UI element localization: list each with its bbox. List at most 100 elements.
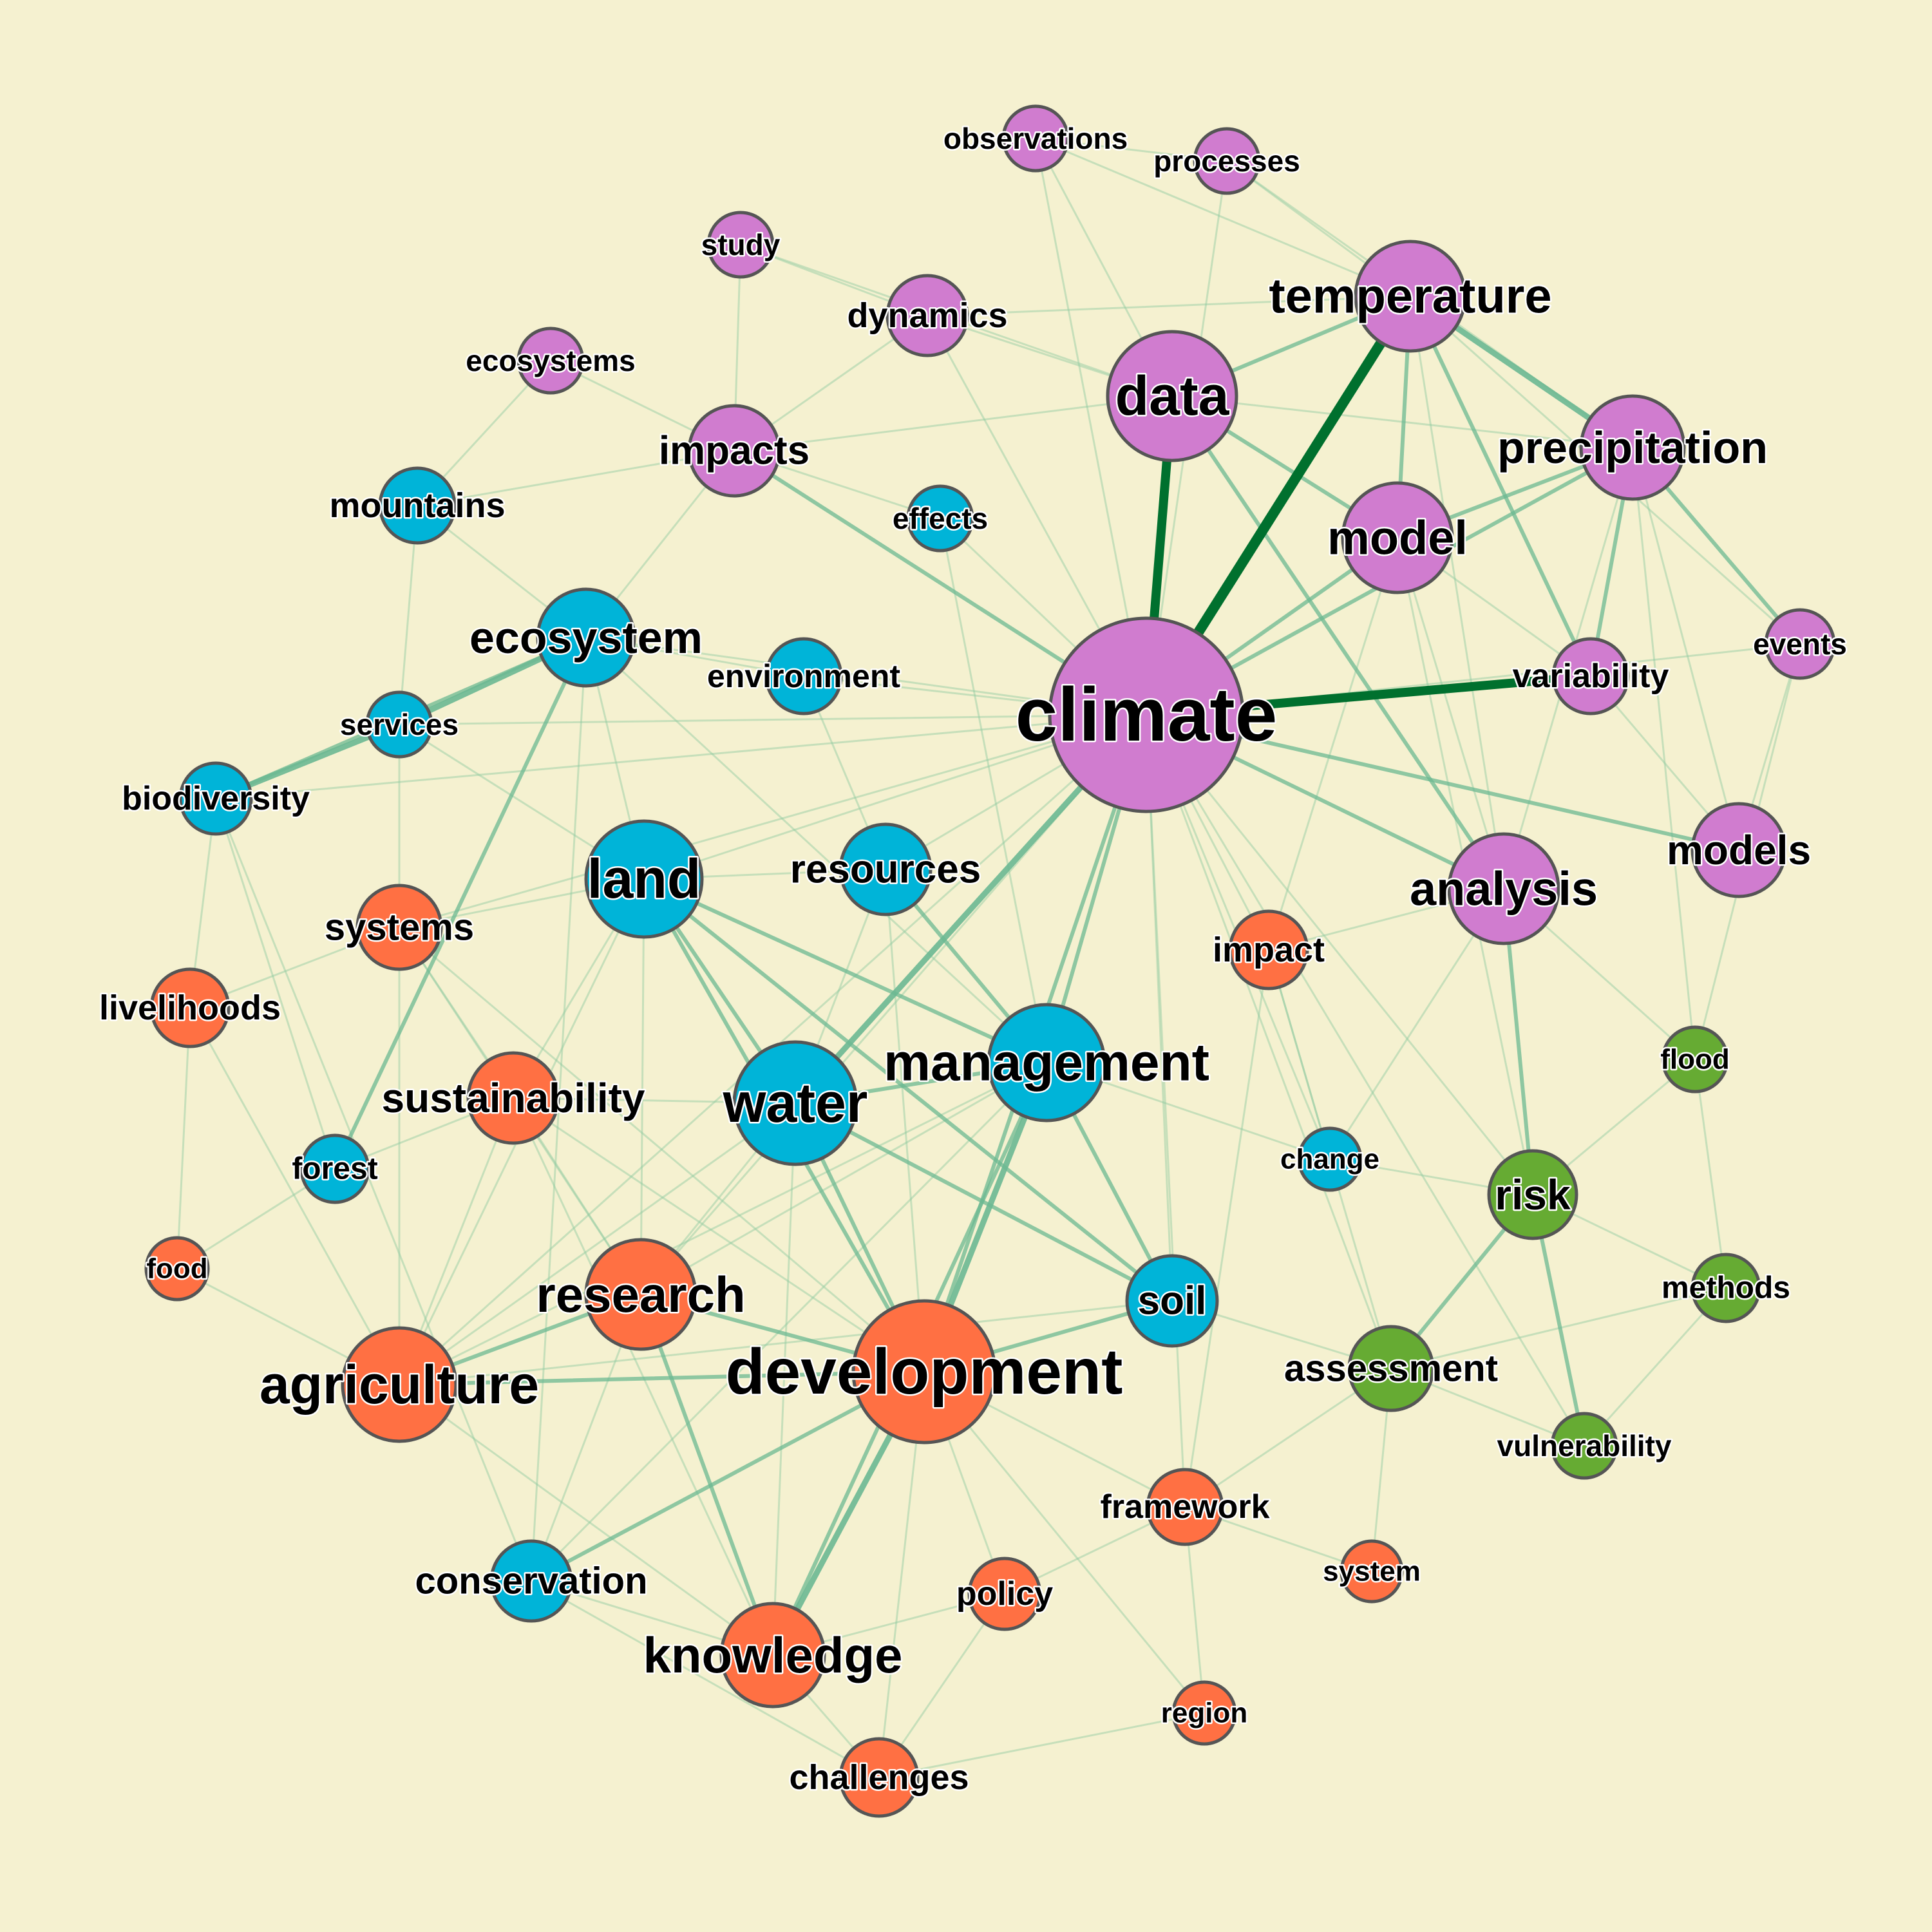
node-biodiversity[interactable] [178, 761, 253, 836]
node-climate[interactable] [1048, 616, 1245, 813]
node-knowledge[interactable] [719, 1602, 826, 1709]
node-models[interactable] [1690, 802, 1787, 898]
node-soil[interactable] [1125, 1254, 1219, 1348]
node-ecosystems[interactable] [516, 327, 585, 395]
node-label-sustainability: sustainability [382, 1075, 645, 1121]
node-mountains[interactable] [378, 466, 457, 545]
node-label-research: research [536, 1266, 745, 1323]
node-livelihoods[interactable] [149, 967, 231, 1048]
node-label-observations: observations [943, 122, 1128, 155]
node-label-impact: impact [1213, 931, 1325, 969]
node-label-conservation: conservation [415, 1560, 648, 1602]
node-sustainability[interactable] [466, 1051, 560, 1145]
node-label-agriculture: agriculture [260, 1354, 539, 1415]
edge-climate-biodiversity [214, 714, 1148, 800]
node-label-soil: soil [1138, 1279, 1207, 1323]
node-framework[interactable] [1146, 1468, 1224, 1546]
node-label-temperature: temperature [1269, 269, 1551, 324]
node-ecosystem[interactable] [536, 587, 636, 688]
node-events[interactable] [1764, 608, 1836, 680]
node-label-framework: framework [1101, 1488, 1270, 1526]
node-label-management: management [884, 1034, 1209, 1092]
node-label-region: region [1161, 1698, 1247, 1729]
node-impacts[interactable] [687, 404, 781, 498]
node-label-impacts: impacts [659, 429, 810, 473]
node-observations[interactable] [1001, 104, 1070, 173]
node-processes[interactable] [1193, 127, 1261, 195]
edge-temperature-analysis [1409, 295, 1505, 890]
node-temperature[interactable] [1354, 240, 1467, 353]
edge-climate-assessment [1145, 714, 1392, 1370]
edge-agriculture-knowledge [398, 1383, 774, 1656]
node-services[interactable] [365, 690, 433, 759]
node-label-challenges: challenges [789, 1758, 969, 1797]
node-label-resources: resources [790, 848, 981, 892]
node-label-forest: forest [292, 1152, 377, 1186]
node-label-analysis: analysis [1410, 862, 1598, 916]
edge-temperature-variability [1408, 294, 1593, 678]
nodes-layer [144, 104, 1836, 1818]
node-environment[interactable] [764, 637, 843, 715]
node-challenges[interactable] [838, 1737, 920, 1818]
edge-precipitation-models [1631, 446, 1740, 851]
node-effects[interactable] [906, 484, 974, 553]
node-dynamics[interactable] [886, 274, 969, 357]
node-change[interactable] [1297, 1126, 1363, 1192]
node-study[interactable] [706, 211, 775, 279]
node-model[interactable] [1341, 481, 1454, 594]
edge-biodiversity-forest [214, 797, 336, 1170]
node-agriculture[interactable] [341, 1326, 458, 1443]
node-label-ecosystem: ecosystem [469, 612, 703, 663]
edge-land-soil [642, 877, 1174, 1303]
node-vulnerability[interactable] [1550, 1412, 1618, 1480]
edge-climate-systems [398, 714, 1148, 929]
node-label-risk: risk [1495, 1171, 1571, 1218]
edge-development-sustainability [512, 1097, 925, 1373]
edge-data-impacts [733, 395, 1173, 452]
node-variability[interactable] [1551, 637, 1630, 715]
node-assessment[interactable] [1347, 1325, 1435, 1412]
node-label-climate: climate [1016, 672, 1278, 757]
edge-mountains-impacts [416, 450, 735, 507]
node-region[interactable] [1171, 1680, 1237, 1746]
node-management[interactable] [987, 1003, 1106, 1122]
node-system[interactable] [1340, 1539, 1404, 1604]
edge-temperature-observations [1034, 137, 1412, 298]
edge-model-analysis [1396, 536, 1505, 890]
node-data[interactable] [1106, 330, 1238, 462]
node-label-change: change [1280, 1144, 1379, 1175]
node-label-knowledge: knowledge [643, 1627, 902, 1683]
node-flood[interactable] [1661, 1025, 1729, 1094]
edge-data-analysis [1170, 394, 1506, 891]
node-label-study: study [701, 228, 781, 261]
node-analysis[interactable] [1447, 832, 1560, 945]
edge-management-research [639, 1061, 1048, 1296]
node-policy[interactable] [967, 1557, 1042, 1631]
node-label-food: food [146, 1253, 207, 1285]
node-methods[interactable] [1690, 1253, 1761, 1323]
edge-knowledge-sustainability [512, 1097, 774, 1656]
node-research[interactable] [584, 1238, 697, 1351]
node-label-environment: environment [707, 658, 900, 694]
node-label-precipitation: precipitation [1497, 422, 1768, 473]
node-food[interactable] [144, 1236, 210, 1302]
edge-water-knowledge [772, 1102, 797, 1656]
node-development[interactable] [851, 1299, 997, 1444]
node-label-livelihoods: livelihoods [99, 989, 281, 1027]
node-label-vulnerability: vulnerability [1497, 1429, 1672, 1463]
node-risk[interactable] [1487, 1149, 1578, 1240]
node-label-land: land [587, 848, 701, 910]
node-resources[interactable] [838, 822, 933, 916]
node-systems[interactable] [355, 884, 443, 971]
node-label-ecosystems: ecosystems [466, 344, 635, 377]
edge-challenges-region [878, 1712, 1206, 1779]
edge-climate-risk [1145, 714, 1534, 1196]
node-conservation[interactable] [489, 1539, 573, 1623]
node-water[interactable] [732, 1040, 858, 1166]
node-impact[interactable] [1228, 909, 1309, 990]
node-forest[interactable] [299, 1133, 370, 1204]
node-land[interactable] [584, 819, 704, 939]
node-precipitation[interactable] [1579, 394, 1686, 501]
edge-climate-vulnerability [1145, 714, 1586, 1447]
